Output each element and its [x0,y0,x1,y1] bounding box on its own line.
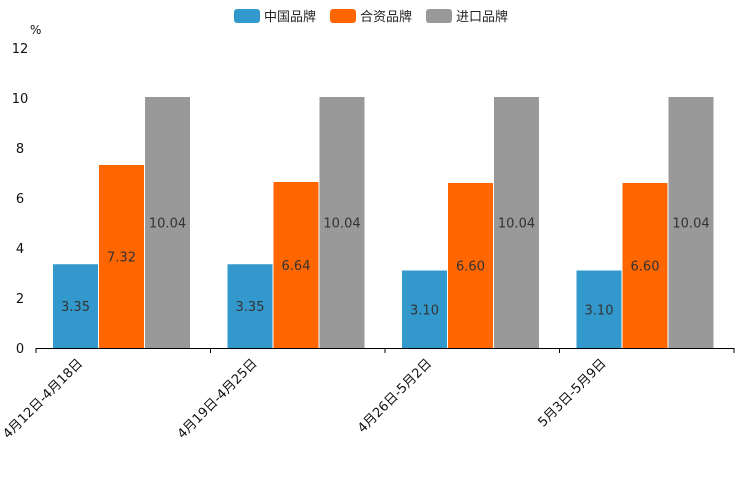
bar-2-1[interactable] [99,165,144,348]
data-label: 6.60 [631,260,660,275]
bars: 3.357.3210.043.356.6410.043.106.6010.043… [53,97,714,348]
y-tick-label: 4 [16,242,24,257]
legend-item-2[interactable]: 合资品牌 [330,9,412,25]
y-tick-label: 8 [16,142,24,157]
legend-label: 中国品牌 [264,9,316,25]
legend-item-3[interactable]: 进口品牌 [426,9,508,25]
legend-swatch [234,9,260,23]
bar-3-1[interactable] [145,97,190,348]
y-axis-unit: % [30,23,41,37]
data-label: 10.04 [672,217,709,232]
data-label: 10.04 [149,217,186,232]
bar-group-3: 3.10 6.60 10.04 [402,97,539,348]
legend-swatch [330,9,356,23]
bar-group-4: 3.10 6.60 10.04 [576,97,714,349]
y-tick-label: 2 [16,292,24,307]
y-tick-label: 0 [16,342,24,357]
bar-1-1[interactable] [53,264,98,348]
bar-group-2: 3.35 6.64 10.04 [227,97,365,348]
legend-label: 合资品牌 [360,9,412,25]
legend: 中国品牌 合资品牌 进口品牌 [234,9,508,25]
x-tick-label: 4月12日-4月18日 [0,356,86,442]
bar-2-3[interactable] [448,183,493,348]
legend-item-1[interactable]: 中国品牌 [234,9,316,25]
x-tick-label: 4月26日-5月2日 [355,356,435,436]
data-label: 6.60 [456,260,485,275]
data-label: 10.04 [498,217,535,232]
bar-2-4[interactable] [622,183,668,348]
y-axis: 0 2 4 6 8 10 12 [12,42,29,357]
y-tick-label: 10 [12,92,29,107]
data-label: 3.35 [61,300,90,315]
data-label: 3.35 [236,300,265,315]
data-label: 10.04 [323,217,360,232]
bar-1-2[interactable] [227,264,273,348]
bar-3-4[interactable] [668,97,714,348]
x-tick-label: 4月19日-4月25日 [175,356,261,442]
legend-swatch [426,9,452,23]
data-label: 3.10 [585,303,614,318]
bar-3-2[interactable] [319,97,365,348]
bar-group-1: 3.35 7.32 10.04 [53,97,190,348]
bar-1-3[interactable] [402,270,447,349]
data-label: 7.32 [107,251,136,266]
bar-3-3[interactable] [494,97,539,348]
y-tick-label: 12 [12,42,29,57]
y-tick-label: 6 [16,192,24,207]
x-axis: 4月12日-4月18日 4月19日-4月25日 4月26日-5月2日 5月3日-5月9… [0,348,735,442]
bar-2-2[interactable] [273,182,319,348]
bar-1-4[interactable] [576,270,622,349]
x-tick-label: 5月3日-5月9日 [535,356,609,430]
data-label: 6.64 [282,259,311,274]
legend-label: 进口品牌 [456,9,508,25]
data-label: 3.10 [410,303,439,318]
